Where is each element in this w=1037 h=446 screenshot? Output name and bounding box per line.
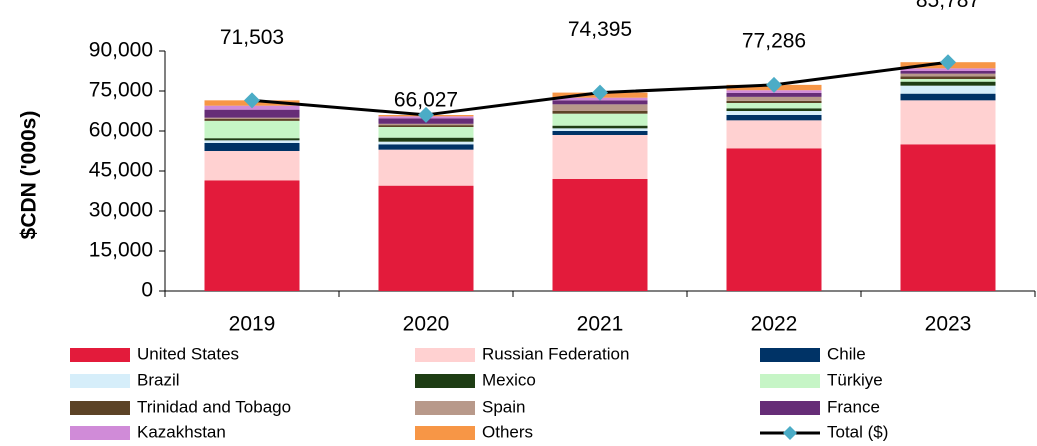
legend-label: Spain bbox=[482, 397, 525, 416]
total-marker bbox=[940, 54, 956, 71]
data-label: 74,395 bbox=[568, 18, 632, 41]
y-tick-label: 30,000 bbox=[89, 199, 153, 222]
x-tick-label: 2022 bbox=[751, 313, 798, 336]
legend-marker bbox=[783, 426, 797, 440]
bar-segment bbox=[204, 151, 300, 181]
legend-label: Trinidad and Tobago bbox=[137, 397, 291, 416]
bar-segment bbox=[900, 93, 996, 101]
legend-swatch bbox=[70, 348, 130, 362]
bar-segment bbox=[204, 119, 300, 121]
bar-segment bbox=[726, 103, 822, 109]
bar-segment bbox=[900, 79, 996, 82]
legend-label: Others bbox=[482, 422, 533, 441]
bar-segment bbox=[378, 141, 474, 145]
y-tick-label: 90,000 bbox=[89, 39, 153, 62]
bar-segment bbox=[204, 109, 300, 118]
bar-segment bbox=[378, 123, 474, 126]
legend-swatch bbox=[415, 348, 475, 362]
bar-segment bbox=[900, 71, 996, 74]
data-label: 66,027 bbox=[394, 88, 458, 111]
bar-segment bbox=[378, 144, 474, 150]
legend-swatch bbox=[70, 401, 130, 415]
data-label: 71,503 bbox=[220, 26, 284, 49]
legend-swatch bbox=[70, 374, 130, 388]
legend-swatch bbox=[415, 374, 475, 388]
bar-segment bbox=[204, 143, 300, 151]
legend-swatch bbox=[415, 401, 475, 415]
bar-segment bbox=[378, 127, 474, 138]
bar-segment bbox=[204, 138, 300, 141]
bar-segment bbox=[378, 149, 474, 186]
bar-segment bbox=[552, 179, 648, 291]
x-tick-label: 2021 bbox=[577, 313, 624, 336]
bar-segment bbox=[726, 108, 822, 111]
x-tick-label: 2019 bbox=[229, 313, 276, 336]
bar-segment bbox=[900, 85, 996, 94]
bar-segment bbox=[900, 81, 996, 86]
y-tick-label: 75,000 bbox=[89, 79, 153, 102]
bar-segment bbox=[378, 125, 474, 127]
legend-label: Russian Federation bbox=[482, 344, 629, 363]
bar-segment bbox=[378, 185, 474, 291]
legend-swatch bbox=[760, 401, 820, 415]
bar-segment bbox=[552, 128, 648, 131]
legend-label: Brazil bbox=[137, 370, 180, 389]
y-tick-label: 15,000 bbox=[89, 239, 153, 262]
y-tick-label: 45,000 bbox=[89, 159, 153, 182]
bar-segment bbox=[900, 144, 996, 291]
bar-segment bbox=[204, 180, 300, 291]
bar-segment bbox=[552, 100, 648, 105]
bar-segment bbox=[552, 135, 648, 179]
bar-segment bbox=[900, 73, 996, 77]
total-marker bbox=[418, 106, 434, 123]
bar-segment bbox=[900, 76, 996, 79]
legend-label: Mexico bbox=[482, 370, 536, 389]
bar-segment bbox=[726, 111, 822, 115]
legend-label: France bbox=[827, 397, 880, 416]
bar-segment bbox=[378, 137, 474, 142]
bar-segment bbox=[726, 148, 822, 291]
bar-segment bbox=[204, 117, 300, 119]
legend-swatch bbox=[760, 348, 820, 362]
legend-swatch bbox=[415, 426, 475, 440]
legend-label: United States bbox=[137, 344, 239, 363]
bar-segment bbox=[552, 111, 648, 114]
bar-segment bbox=[204, 140, 300, 143]
y-tick-label: 0 bbox=[141, 279, 153, 302]
data-label: 85,787 bbox=[916, 0, 980, 12]
bar-segment bbox=[552, 113, 648, 126]
bar-segment bbox=[552, 131, 648, 135]
bar-segment bbox=[552, 104, 648, 111]
y-axis-label: $CDN ('000s) bbox=[18, 111, 41, 240]
bar-segment bbox=[726, 92, 822, 97]
bar-segment bbox=[900, 100, 996, 145]
data-label: 77,286 bbox=[742, 29, 806, 52]
legend-label: Kazakhstan bbox=[137, 422, 226, 441]
bar-segment bbox=[726, 120, 822, 149]
bar-segment bbox=[204, 120, 300, 139]
legend-swatch bbox=[70, 426, 130, 440]
total-marker bbox=[766, 76, 782, 93]
total-marker bbox=[244, 92, 260, 109]
legend-swatch bbox=[760, 374, 820, 388]
bar-segment bbox=[726, 100, 822, 103]
x-tick-label: 2023 bbox=[925, 313, 972, 336]
legend-label: Türkiye bbox=[827, 370, 883, 389]
total-marker bbox=[592, 84, 608, 101]
bar-segment bbox=[552, 125, 648, 129]
y-tick-label: 60,000 bbox=[89, 119, 153, 142]
bar-segment bbox=[726, 96, 822, 101]
bar-segment bbox=[726, 115, 822, 121]
legend-label: Chile bbox=[827, 344, 866, 363]
legend-label: Total ($) bbox=[827, 422, 888, 441]
x-tick-label: 2020 bbox=[403, 313, 450, 336]
